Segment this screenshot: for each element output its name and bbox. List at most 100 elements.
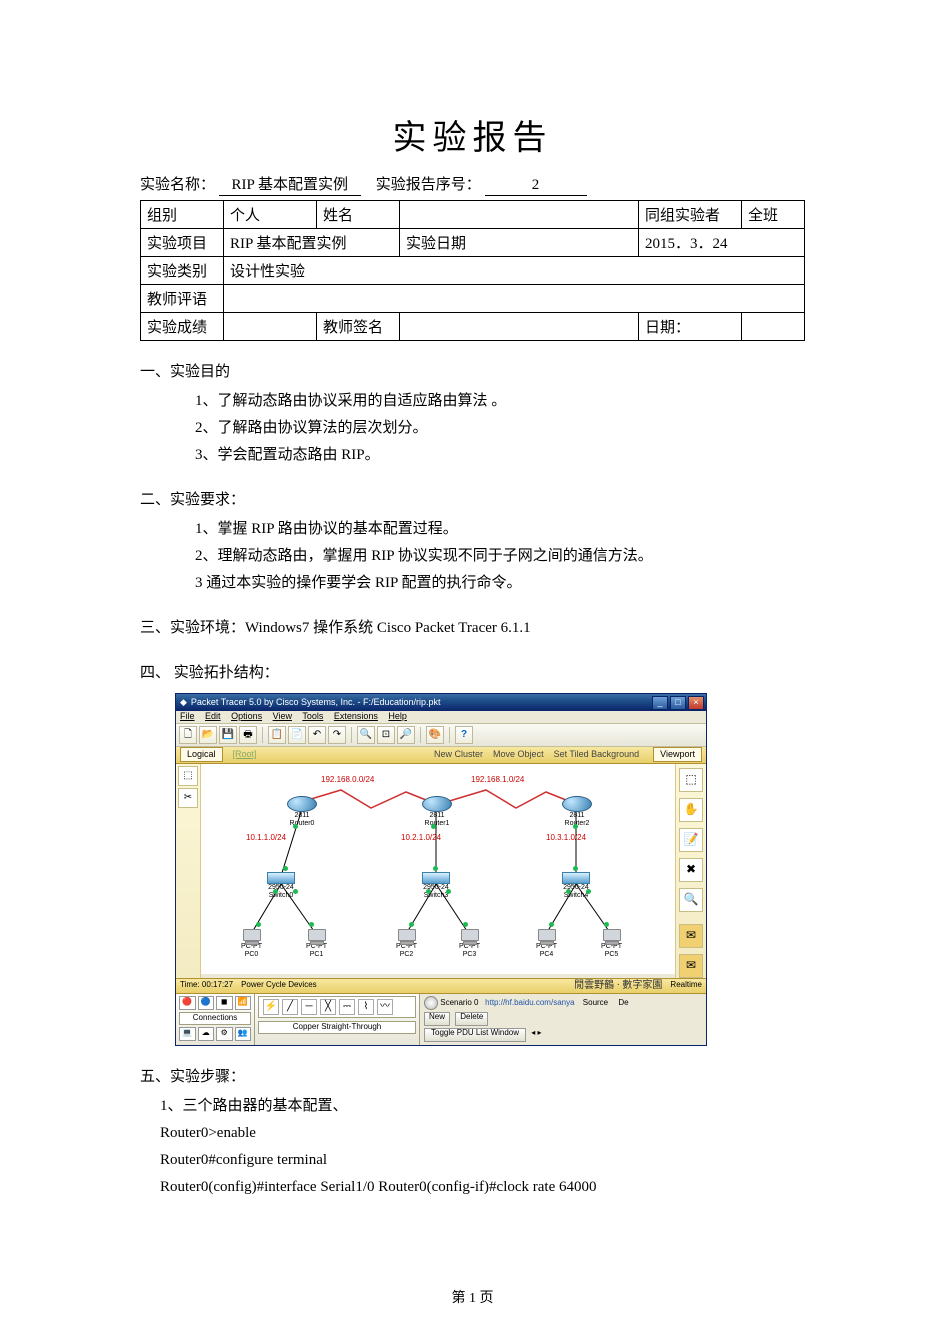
- router-device[interactable]: 2811 Router0: [287, 796, 317, 827]
- pc-icon: [398, 929, 416, 943]
- hubs-category-icon[interactable]: ◼: [216, 996, 233, 1010]
- device-type: 2950-24: [267, 884, 295, 892]
- cell-comment-value: [224, 285, 805, 313]
- inspect-tool-icon[interactable]: 🔍: [679, 888, 703, 912]
- logical-bar: Logical [Root] New Cluster Move Object S…: [176, 747, 706, 764]
- complex-pdu-icon[interactable]: ✉: [679, 954, 703, 978]
- pc-device[interactable]: PC-PTPC5: [601, 929, 622, 958]
- move-object-button[interactable]: Move Object: [493, 750, 544, 760]
- cell-name-label: 姓名: [317, 201, 400, 229]
- section-heading: 三、实验环境：Windows7 操作系统 Cisco Packet Tracer…: [140, 615, 805, 642]
- app-icon: ◆: [180, 698, 187, 708]
- scroll-right-icon[interactable]: ▸: [538, 1028, 542, 1037]
- print-icon[interactable]: 🖶: [239, 726, 257, 744]
- topology-canvas[interactable]: 192.168.0.0/24 192.168.1.0/24 10.1.1.0/2…: [201, 764, 675, 974]
- router-device[interactable]: 2811 Router1: [422, 796, 452, 827]
- root-breadcrumb[interactable]: [Root]: [233, 750, 257, 760]
- device-name: PC5: [601, 951, 622, 959]
- connections-label: Connections: [179, 1012, 251, 1025]
- straight-cable-icon[interactable]: ─: [301, 999, 317, 1015]
- nav-tool-icon[interactable]: ⬚: [178, 766, 198, 786]
- menu-tools[interactable]: Tools: [302, 711, 323, 721]
- pdu-tool-icon[interactable]: ✉: [679, 924, 703, 948]
- zoom-in-icon[interactable]: 🔍: [357, 726, 375, 744]
- set-tiled-bg-button[interactable]: Set Tiled Background: [554, 750, 640, 760]
- link-up-icon: [573, 824, 578, 829]
- save-icon[interactable]: 💾: [219, 726, 237, 744]
- redo-icon[interactable]: ↷: [328, 726, 346, 744]
- seq-label: 实验报告序号：: [376, 177, 481, 193]
- custom-icon[interactable]: ⚙: [216, 1027, 233, 1041]
- switch-device[interactable]: 2950-24 Switch4: [562, 872, 590, 899]
- new-file-icon[interactable]: 🗋: [179, 726, 197, 744]
- power-cycle-button[interactable]: Power Cycle Devices: [241, 981, 317, 990]
- select-tool-icon[interactable]: ⬚: [679, 768, 703, 792]
- open-file-icon[interactable]: 📂: [199, 726, 217, 744]
- cell-peer-value: 全班: [742, 201, 805, 229]
- coax-cable-icon[interactable]: 〰: [377, 999, 393, 1015]
- maximize-button[interactable]: □: [670, 696, 686, 710]
- req-item-3: 3 通过本实验的操作要学会 RIP 配置的执行命令。: [140, 570, 805, 597]
- scroll-left-icon[interactable]: ◂: [531, 1028, 535, 1037]
- device-name: Router0: [287, 820, 317, 828]
- pc-device[interactable]: PC-PTPC2: [396, 929, 417, 958]
- delete-tool-icon[interactable]: ✖: [679, 858, 703, 882]
- zoom-reset-icon[interactable]: ⊡: [377, 726, 395, 744]
- help-icon[interactable]: ?: [455, 726, 473, 744]
- multiuser-icon[interactable]: 👥: [235, 1027, 252, 1041]
- minimize-button[interactable]: _: [652, 696, 668, 710]
- move-tool-icon[interactable]: ✋: [679, 798, 703, 822]
- viewport-button[interactable]: Viewport: [653, 747, 702, 762]
- wan-icon[interactable]: ☁: [198, 1027, 215, 1041]
- switch-device[interactable]: 2950-24 Switch3: [422, 872, 450, 899]
- pc-device[interactable]: PC-PTPC1: [306, 929, 327, 958]
- end-devices-icon[interactable]: 💻: [179, 1027, 196, 1041]
- section-heading: 一、实验目的: [140, 359, 805, 386]
- console-cable-icon[interactable]: ╱: [282, 999, 298, 1015]
- pc-icon: [461, 929, 479, 943]
- cross-cable-icon[interactable]: ╳: [320, 999, 336, 1015]
- pc-device[interactable]: PC-PTPC4: [536, 929, 557, 958]
- delete-scenario-button[interactable]: Delete: [455, 1012, 488, 1026]
- pc-device[interactable]: PC-PTPC3: [459, 929, 480, 958]
- pc-device[interactable]: PC-PTPC0: [241, 929, 262, 958]
- table-row: 教师评语: [141, 285, 805, 313]
- logical-tab[interactable]: Logical: [180, 747, 223, 762]
- cell-group-label: 组别: [141, 201, 224, 229]
- subnet-label: 10.3.1.0/24: [546, 834, 586, 843]
- palette-icon[interactable]: 🎨: [426, 726, 444, 744]
- auto-cable-icon[interactable]: ⚡: [263, 999, 279, 1015]
- paste-icon[interactable]: 📄: [288, 726, 306, 744]
- menu-options[interactable]: Options: [231, 711, 262, 721]
- nav-tool-icon[interactable]: ✂: [178, 788, 198, 808]
- routers-category-icon[interactable]: 🔴: [179, 996, 196, 1010]
- menu-edit[interactable]: Edit: [205, 711, 221, 721]
- device-type: 2811: [422, 812, 452, 820]
- menu-extensions[interactable]: Extensions: [334, 711, 378, 721]
- switches-category-icon[interactable]: 🔵: [198, 996, 215, 1010]
- pc-icon: [308, 929, 326, 943]
- switch-device[interactable]: 2950-24 Switch0: [267, 872, 295, 899]
- router-icon: [287, 796, 317, 812]
- menu-file[interactable]: File: [180, 711, 195, 721]
- seq-value: 2: [485, 177, 587, 196]
- purpose-item-2: 2、了解路由协议算法的层次划分。: [140, 415, 805, 442]
- menu-help[interactable]: Help: [388, 711, 407, 721]
- menu-view[interactable]: View: [273, 711, 292, 721]
- copy-icon[interactable]: 📋: [268, 726, 286, 744]
- close-button[interactable]: ×: [688, 696, 704, 710]
- subnet-label: 192.168.0.0/24: [321, 776, 374, 785]
- new-cluster-button[interactable]: New Cluster: [434, 750, 483, 760]
- wireless-category-icon[interactable]: 📶: [235, 996, 252, 1010]
- realtime-tab[interactable]: Realtime: [670, 981, 702, 990]
- doc-title: 实验报告: [140, 110, 805, 159]
- undo-icon[interactable]: ↶: [308, 726, 326, 744]
- zoom-out-icon[interactable]: 🔎: [397, 726, 415, 744]
- source-column: Source: [583, 998, 608, 1007]
- toggle-pdu-button[interactable]: Toggle PDU List Window: [424, 1028, 526, 1042]
- router-device[interactable]: 2811 Router2: [562, 796, 592, 827]
- note-tool-icon[interactable]: 📝: [679, 828, 703, 852]
- fiber-cable-icon[interactable]: ⎓: [339, 999, 355, 1015]
- new-scenario-button[interactable]: New: [424, 1012, 450, 1026]
- phone-cable-icon[interactable]: ⌇: [358, 999, 374, 1015]
